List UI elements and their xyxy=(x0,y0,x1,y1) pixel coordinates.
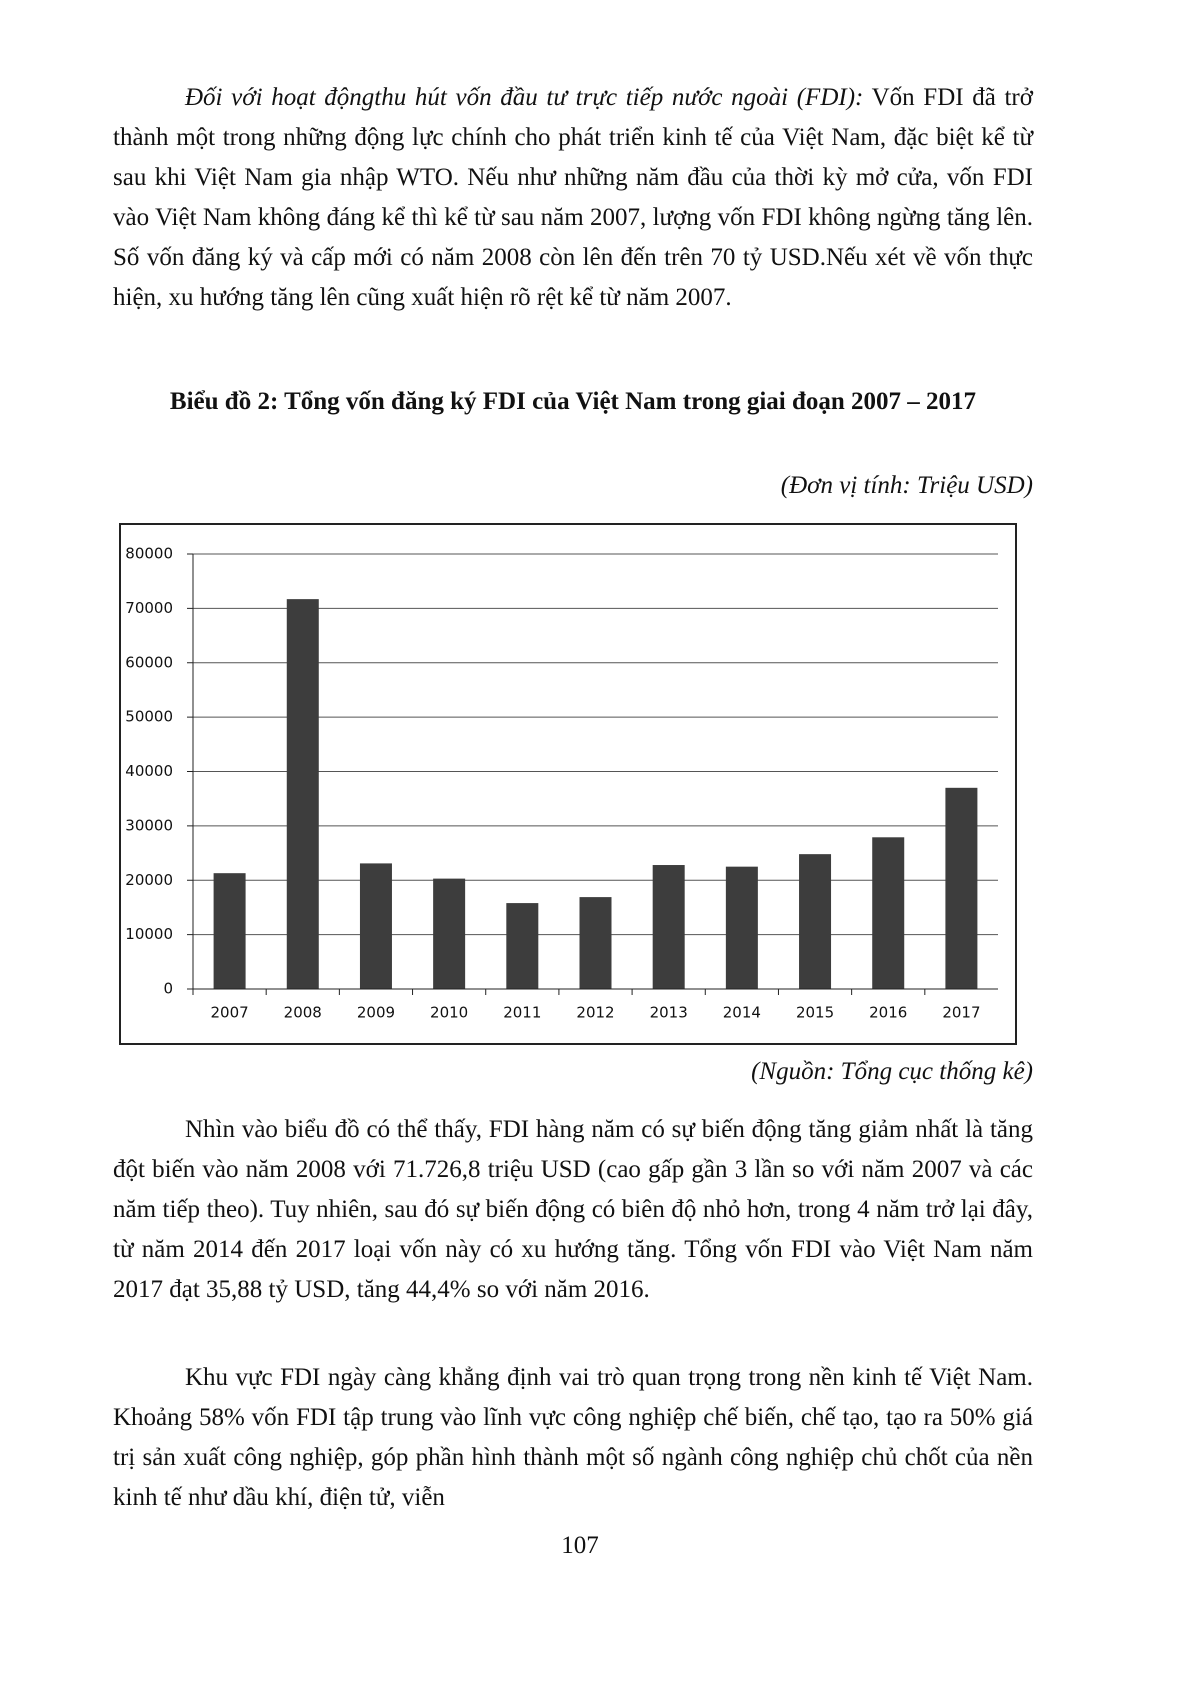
y-tick-label: 40000 xyxy=(125,762,173,780)
paragraph: Đối với hoạt độngthu hút vốn đầu tư trực… xyxy=(113,78,1033,318)
y-tick-label: 0 xyxy=(163,980,173,998)
bar xyxy=(506,903,539,989)
x-tick-label: 2007 xyxy=(210,1004,248,1022)
x-tick-label: 2009 xyxy=(357,1004,395,1022)
x-tick-label: 2012 xyxy=(576,1004,614,1022)
bar xyxy=(652,865,685,989)
y-tick-label: 70000 xyxy=(125,599,173,617)
x-tick-label: 2008 xyxy=(284,1004,322,1022)
x-tick-label: 2017 xyxy=(942,1004,980,1022)
bar xyxy=(725,866,758,989)
x-tick-label: 2016 xyxy=(869,1004,907,1022)
y-tick-label: 60000 xyxy=(125,653,173,671)
y-tick-label: 30000 xyxy=(125,816,173,834)
chart-frame xyxy=(119,523,1017,1045)
x-tick-label: 2015 xyxy=(796,1004,834,1022)
chart: 0 10000 20000 30000 40000 50000 60000 70000 8000… xyxy=(119,523,1017,1045)
bar xyxy=(799,854,832,989)
page-number: 107 xyxy=(561,1532,599,1559)
y-tick-label: 20000 xyxy=(125,871,173,889)
text: Vốn FDI đã trở thành một trong những độn… xyxy=(113,84,1033,311)
italic-lead: Đối với hoạt độngthu hút vốn đầu tư trực… xyxy=(185,84,864,111)
bar xyxy=(872,837,905,989)
bar xyxy=(945,787,978,989)
y-tick-label: 50000 xyxy=(125,708,173,726)
y-tick-label: 10000 xyxy=(125,925,173,943)
source: (Nguồn: Tổng cục thống kê) xyxy=(751,1058,1033,1085)
x-tick-label: 2010 xyxy=(430,1004,468,1022)
y-tick-label: 80000 xyxy=(125,545,173,563)
x-tick-label: 2014 xyxy=(723,1004,761,1022)
bar xyxy=(433,878,466,989)
unit: (Đơn vị tính: Triệu USD) xyxy=(780,472,1033,499)
x-tick-label: 2013 xyxy=(650,1004,688,1022)
paragraph: Nhìn vào biểu đồ có thể thấy, FDI hàng n… xyxy=(113,1116,1033,1303)
paragraph: Khu vực FDI ngày càng khẳng định vai trò… xyxy=(113,1364,1033,1511)
bar xyxy=(579,897,612,989)
bar xyxy=(213,873,246,989)
figure-caption: Biểu đồ 2: Tổng vốn đăng ký FDI của Việt… xyxy=(169,388,977,415)
x-tick-label: 2011 xyxy=(503,1004,541,1022)
bar xyxy=(286,599,319,989)
bar xyxy=(359,863,392,989)
